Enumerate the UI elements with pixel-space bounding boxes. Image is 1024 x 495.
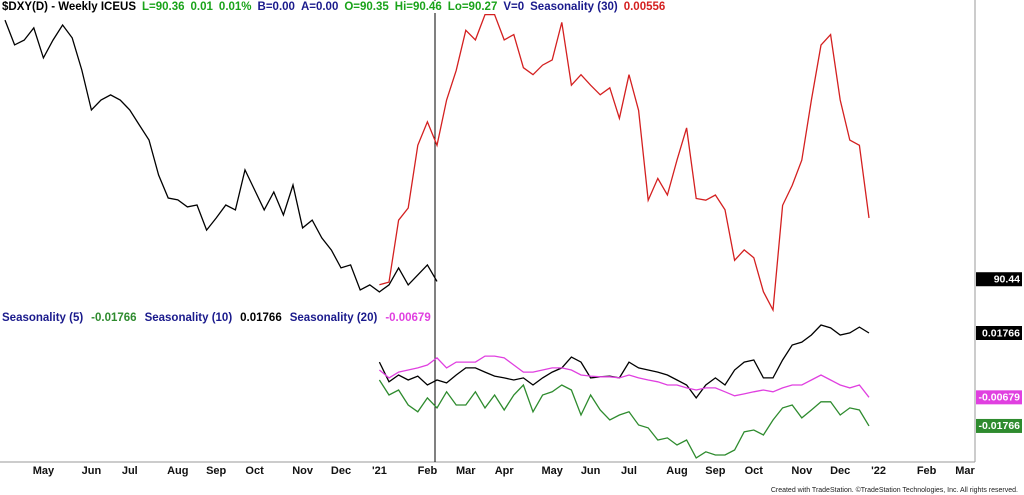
x-tick-label: Nov (791, 465, 813, 477)
x-tick-label: Oct (745, 465, 764, 477)
x-tick-label: Sep (705, 465, 725, 477)
lower-legend: Seasonality (5) -0.01766 Seasonality (10) 0… (2, 312, 431, 324)
x-tick-label: Dec (331, 465, 351, 477)
x-tick-label: Mar (955, 465, 975, 477)
x-tick-label: Jul (621, 465, 637, 477)
price-marker: 90.44 (994, 274, 1020, 286)
series-line (378, 324, 870, 399)
x-tick-label: Jun (82, 465, 102, 477)
price-marker-box (976, 272, 1022, 287)
legend-name: Seasonality (5) (2, 312, 84, 324)
x-tick-label: Feb (418, 465, 438, 477)
header-field: L=90.36 (142, 1, 185, 13)
value-marker-box (976, 326, 1022, 340)
header-field: 0.01% (218, 1, 252, 13)
header-field: 0.01 (190, 1, 213, 13)
x-tick-label: Sep (206, 465, 226, 477)
series-line (4, 19, 438, 293)
legend-name: Seasonality (30) (530, 1, 618, 13)
x-tick-label: Apr (495, 465, 515, 477)
x-tick-label: Jul (122, 465, 138, 477)
footer: Created with TradeStation. ©TradeStation… (770, 487, 1018, 494)
series-line (379, 13, 870, 313)
legend-value: -0.00679 (385, 312, 431, 324)
x-tick-label: Dec (830, 465, 850, 477)
x-tick-label: May (33, 465, 55, 477)
series-line (378, 355, 870, 398)
legend-value: 0.01766 (240, 312, 282, 324)
x-tick-label: Feb (917, 465, 937, 477)
x-tick-label: Mar (456, 465, 476, 477)
value-marker-box (976, 390, 1022, 405)
legend-name: Seasonality (20) (289, 312, 378, 324)
series-line (378, 379, 870, 459)
header-field: V=0 (503, 1, 525, 13)
value-marker-box (976, 418, 1022, 433)
x-tick-label: Oct (245, 465, 264, 477)
x-tick-label: Aug (666, 465, 687, 477)
header-field: A=0.00 (300, 1, 339, 13)
x-tick-label: '22 (871, 465, 886, 477)
x-tick-label: Jun (581, 465, 601, 477)
header-field: Hi=90.46 (394, 1, 442, 13)
header-field: B=0.00 (257, 1, 295, 13)
legend-value: -0.01766 (91, 312, 137, 324)
header-field: O=90.35 (344, 1, 389, 13)
header-field: Lo=90.27 (447, 1, 498, 13)
x-tick-label: Nov (292, 465, 314, 477)
chart-title: $DXY(D) - Weekly ICEUS (2, 1, 136, 13)
value-marker: -0.00679 (979, 392, 1021, 404)
header: $DXY(D) - Weekly ICEUS L=90.36 0.01 0.01% B=… (2, 1, 666, 13)
x-tick-label: Aug (167, 465, 188, 477)
legend-name: Seasonality (10) (144, 312, 233, 324)
value-marker: 0.01766 (982, 327, 1020, 339)
x-tick-label: '21 (372, 465, 387, 477)
legend-value: 0.00556 (623, 1, 666, 13)
value-marker: -0.01766 (979, 420, 1021, 432)
x-tick-label: May (541, 465, 563, 477)
